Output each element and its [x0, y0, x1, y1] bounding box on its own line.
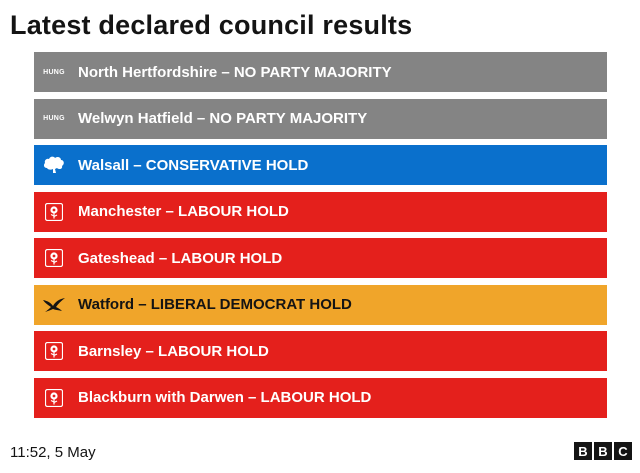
result-label: Barnsley – LABOUR HOLD [78, 342, 269, 360]
result-label: Walsall – CONSERVATIVE HOLD [78, 156, 309, 174]
hung-badge-icon: HUNG [39, 69, 69, 76]
result-label: Gateshead – LABOUR HOLD [78, 249, 283, 267]
hung-badge-icon: HUNG [39, 115, 69, 122]
result-row: Walsall – CONSERVATIVE HOLD [34, 145, 607, 185]
result-label: Watford – LIBERAL DEMOCRAT HOLD [78, 296, 352, 313]
result-row: Gateshead – LABOUR HOLD [34, 238, 607, 278]
result-row: Barnsley – LABOUR HOLD [34, 331, 607, 371]
results-list: HUNG North Hertfordshire – NO PARTY MAJO… [34, 52, 607, 424]
bbc-logo-letter: C [614, 442, 632, 460]
result-label: Welwyn Hatfield – NO PARTY MAJORITY [78, 110, 368, 127]
result-row: HUNG Welwyn Hatfield – NO PARTY MAJORITY [34, 98, 607, 139]
libdem-bird-icon [39, 297, 69, 313]
result-label: North Hertfordshire – NO PARTY MAJORITY [78, 63, 392, 81]
labour-rose-icon [39, 388, 69, 407]
bbc-logo-letter: B [594, 442, 612, 460]
labour-rose-icon [39, 202, 69, 221]
result-row: Manchester – LABOUR HOLD [34, 191, 607, 232]
hung-badge-text: HUNG [43, 115, 65, 122]
bbc-logo-letter: B [574, 442, 592, 460]
bbc-logo: B B C [574, 442, 632, 460]
labour-rose-icon [39, 342, 69, 360]
hung-badge-text: HUNG [43, 68, 65, 76]
labour-rose-icon [39, 249, 69, 267]
result-row: Blackburn with Darwen – LABOUR HOLD [34, 377, 607, 418]
timestamp: 11:52, 5 May [10, 444, 96, 461]
result-label: Manchester – LABOUR HOLD [78, 203, 289, 220]
conservative-tree-icon [39, 156, 69, 174]
page-title: Latest declared council results [10, 10, 413, 40]
result-row: Watford – LIBERAL DEMOCRAT HOLD [34, 284, 607, 325]
result-label: Blackburn with Darwen – LABOUR HOLD [78, 389, 372, 406]
result-row: HUNG North Hertfordshire – NO PARTY MAJO… [34, 52, 607, 92]
